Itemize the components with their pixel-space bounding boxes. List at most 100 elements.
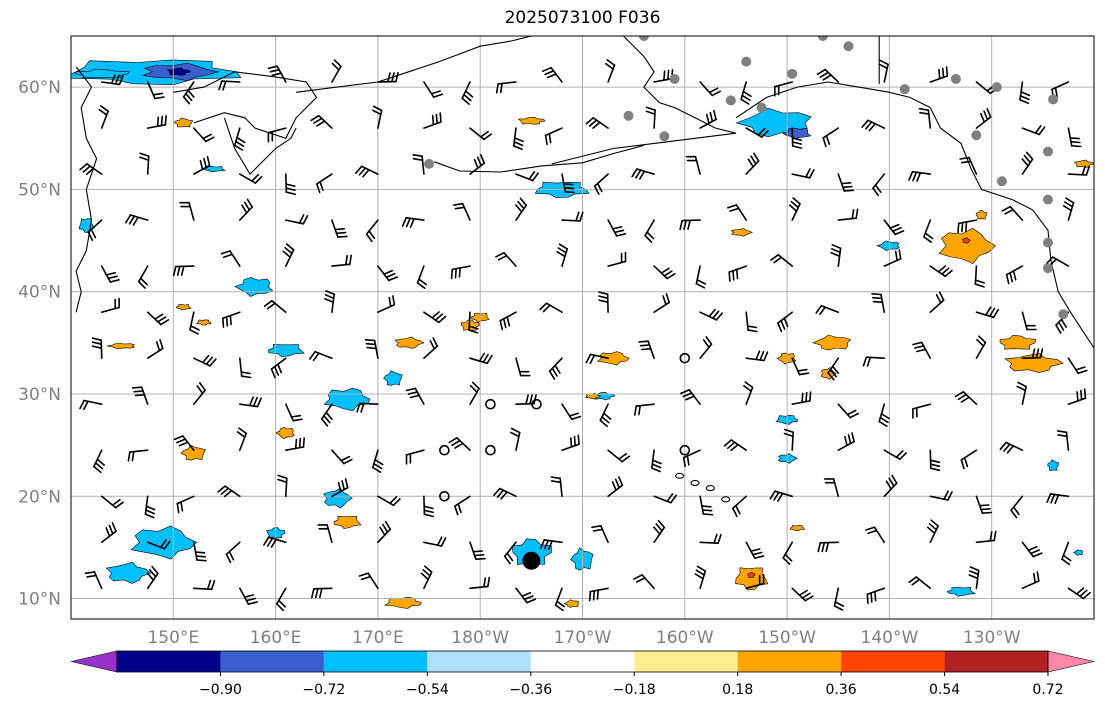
wind-barb <box>1046 493 1070 505</box>
wind-barb <box>469 381 480 406</box>
wind-barb <box>588 587 609 602</box>
wind-barb <box>837 403 860 419</box>
colorbar-segment <box>427 651 531 672</box>
wind-barb <box>503 541 517 565</box>
wind-barb <box>493 487 517 500</box>
wind-barb <box>469 541 486 561</box>
wind-barb <box>139 152 150 175</box>
wind-barb <box>275 587 287 612</box>
wind-barb <box>827 357 840 381</box>
colorbar-tick-label: 0.36 <box>826 682 857 698</box>
wind-barb <box>1061 541 1072 566</box>
wind-barb <box>222 311 241 328</box>
anomaly-region <box>777 453 798 464</box>
wind-barb <box>883 474 898 498</box>
station-dot <box>623 110 634 121</box>
wind-barb <box>1021 348 1044 360</box>
wind-barb <box>1067 165 1090 176</box>
wind-barb <box>791 127 803 149</box>
station-dot <box>1042 146 1053 157</box>
wind-barb <box>999 441 1024 454</box>
wind-barb <box>791 587 814 602</box>
wind-barb <box>638 340 655 360</box>
station-dot <box>1048 94 1059 105</box>
wind-barb <box>726 204 748 221</box>
wind-barb <box>731 495 748 518</box>
colorbar-segment <box>117 651 221 672</box>
station-dot <box>899 84 910 95</box>
wind-barb <box>723 439 748 452</box>
wind-barb <box>644 219 655 243</box>
wind-barb <box>777 311 794 333</box>
wind-barb <box>172 265 195 277</box>
wind-barb <box>645 106 656 129</box>
wind-barb <box>541 66 563 83</box>
wind-barb <box>883 249 902 267</box>
anomaly-region <box>1073 159 1094 168</box>
wind-barb <box>694 565 707 590</box>
wind-barb <box>469 352 493 365</box>
wind-barb <box>699 533 722 545</box>
wind-barb <box>591 524 609 544</box>
lon-tick-label: 150°W <box>758 628 816 648</box>
wind-barb <box>975 495 993 515</box>
anomaly-region <box>570 547 594 571</box>
wind-barb <box>865 526 886 544</box>
wind-barb <box>883 219 905 236</box>
wind-barb <box>833 587 845 611</box>
colorbar-tick-label: −0.72 <box>302 682 345 698</box>
wind-barb <box>405 387 425 406</box>
wind-barb <box>512 127 524 151</box>
wind-barb <box>633 574 655 590</box>
coastlines <box>75 36 1094 503</box>
wind-barb <box>1067 587 1091 600</box>
wind-barb <box>331 478 349 498</box>
station-dot <box>659 131 670 142</box>
wind-barb <box>377 72 399 83</box>
wind-barb <box>515 171 539 182</box>
wind-barb <box>127 449 149 462</box>
wind-barb <box>908 576 932 590</box>
wind-barb <box>974 265 986 288</box>
coastline <box>223 117 297 175</box>
wind-barb <box>957 219 978 234</box>
wind-barb <box>356 402 379 413</box>
anomaly-region <box>563 599 580 608</box>
wind-barb <box>1001 205 1024 221</box>
anomaly-region <box>938 227 996 264</box>
wind-barb <box>929 449 941 472</box>
anomaly-region <box>268 344 305 357</box>
wind-barb <box>861 119 886 132</box>
wind-barb <box>79 163 103 176</box>
wind-barb <box>239 173 263 184</box>
wind-barb <box>469 154 486 175</box>
wind-barb <box>217 485 241 498</box>
wind-barb <box>680 389 701 406</box>
wind-barb <box>193 354 217 367</box>
wind-barb <box>371 105 383 129</box>
wind-barb <box>782 541 794 566</box>
wind-barb <box>377 520 392 544</box>
coastline <box>296 36 532 93</box>
wind-barb <box>331 449 353 465</box>
wind-barb <box>176 495 195 514</box>
wind-barb <box>788 197 801 221</box>
calm-marker <box>485 398 496 410</box>
wind-barb <box>783 428 795 452</box>
wind-barb <box>745 573 765 590</box>
wind-barb <box>823 478 840 498</box>
wind-barb <box>1021 571 1040 590</box>
wind-barb <box>320 403 333 427</box>
wind-barb <box>331 59 342 83</box>
longitude-labels: 150°E 160°E 170°E 180°W 170°W 160°W 150°W 140°W… <box>147 628 1020 648</box>
wind-barb <box>263 536 287 548</box>
wind-barb <box>423 536 447 547</box>
wind-barb <box>548 357 563 380</box>
anomaly-region <box>812 334 852 351</box>
colorbar-tick-label: 0.72 <box>1032 682 1063 698</box>
wind-barb <box>354 165 379 178</box>
anomaly-region <box>789 525 806 532</box>
wind-barb <box>310 114 333 129</box>
wind-barb <box>822 127 840 148</box>
wind-barb <box>550 476 563 498</box>
